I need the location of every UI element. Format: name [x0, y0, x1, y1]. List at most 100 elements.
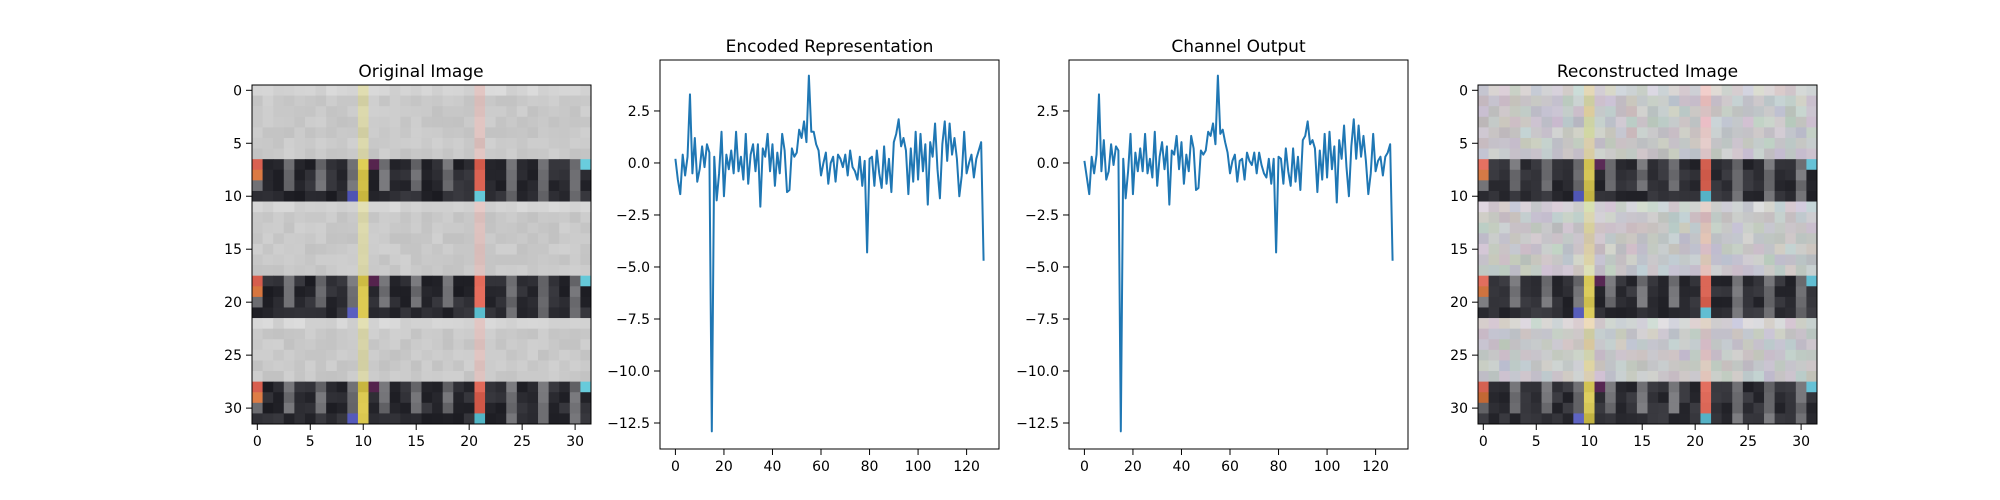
reconstructed-image-pixel	[1658, 233, 1670, 245]
original-image-pixel	[548, 148, 560, 160]
original-image-pixel	[538, 243, 550, 255]
reconstructed-image-pixel	[1573, 402, 1585, 414]
original-image-pixel	[495, 243, 507, 255]
reconstructed-image-pixel	[1615, 318, 1627, 330]
original-image-pixel	[273, 243, 285, 255]
original-image-pixel	[347, 328, 359, 340]
original-image-pixel	[474, 318, 486, 330]
original-image-pixel	[252, 286, 263, 298]
original-image-pixel	[495, 148, 507, 160]
original-image-pixel	[347, 402, 359, 414]
reconstructed-image-pixel	[1795, 116, 1807, 128]
original-image-pixel	[273, 190, 285, 202]
original-image-pixel	[357, 233, 369, 245]
reconstructed-image-pixel	[1636, 137, 1648, 149]
reconstructed-image-pixel	[1711, 127, 1723, 139]
original-image-pixel	[495, 328, 507, 340]
reconstructed-image-pixel	[1573, 169, 1585, 181]
reconstructed-image-pixel	[1509, 360, 1521, 372]
reconstructed-image-pixel	[1541, 286, 1553, 298]
original-image-pixel	[379, 339, 391, 351]
reconstructed-image-pixel	[1795, 402, 1807, 414]
reconstructed-image-pixel	[1764, 275, 1776, 287]
original-image-pixel	[527, 349, 539, 361]
original-image-pixel	[273, 328, 285, 340]
reconstructed-image-pixel	[1785, 243, 1797, 255]
original-image-pixel	[495, 85, 507, 96]
reconstructed-image-pixel	[1753, 95, 1765, 107]
original-image-pixel	[315, 275, 327, 287]
reconstructed-image-pixel	[1795, 296, 1807, 308]
original-image-pixel	[347, 106, 359, 118]
reconstructed-image-pixel	[1573, 106, 1585, 118]
reconstructed-image-pixel	[1573, 201, 1585, 213]
original-image-pixel	[252, 95, 263, 107]
original-image-pixel	[336, 254, 348, 266]
original-image-pixel	[506, 243, 518, 255]
original-image-pixel	[336, 307, 348, 319]
reconstructed-image-pixel	[1658, 349, 1670, 361]
reconstructed-image-pixel	[1721, 381, 1733, 393]
original-image-pixel	[569, 286, 581, 298]
original-image-pixel	[559, 180, 571, 192]
original-image-pixel	[432, 85, 444, 96]
original-image-pixel	[304, 318, 316, 330]
reconstructed-image-pixel	[1636, 349, 1648, 361]
original-image-pixel	[580, 180, 592, 192]
reconstructed-image-pixel	[1658, 116, 1670, 128]
original-image-pixel	[516, 318, 528, 330]
original-image-pixel	[474, 222, 486, 234]
reconstructed-image-pixel	[1732, 222, 1744, 234]
reconstructed-image-pixel	[1615, 286, 1627, 298]
reconstructed-image-pixel	[1647, 307, 1659, 319]
reconstructed-image-pixel	[1488, 243, 1500, 255]
reconstructed-image-pixel	[1700, 201, 1712, 213]
reconstructed-image-pixel	[1530, 392, 1542, 404]
original-image-pixel	[580, 392, 592, 404]
original-image-pixel	[538, 307, 550, 319]
reconstructed-image-pixel	[1583, 286, 1595, 298]
reconstructed-image-pixel	[1700, 85, 1712, 96]
reconstructed-image-pixel	[1742, 307, 1754, 319]
reconstructed-image-pixel	[1721, 233, 1733, 245]
reconstructed-image-pixel	[1488, 180, 1500, 192]
reconstructed-image-pixel	[1552, 222, 1564, 234]
reconstructed-image-pixel	[1658, 265, 1670, 277]
reconstructed-image-pixel	[1774, 392, 1786, 404]
reconstructed-image-pixel	[1594, 127, 1606, 139]
original-image-pixel	[495, 159, 507, 171]
reconstructed-image-pixel	[1530, 360, 1542, 372]
original-image-pixel	[347, 254, 359, 266]
reconstructed-image-pixel	[1753, 137, 1765, 149]
reconstructed-image-pixel	[1795, 371, 1807, 383]
original-image-pixel	[474, 169, 486, 181]
reconstructed-image-pixel	[1679, 339, 1691, 351]
original-image-pixel	[368, 265, 380, 277]
reconstructed-image-pixel	[1711, 233, 1723, 245]
reconstructed-image-pixel	[1806, 233, 1818, 245]
original-image-pixel	[283, 116, 295, 128]
reconstructed-image-pixel	[1626, 116, 1638, 128]
reconstructed-image-pixel	[1562, 222, 1574, 234]
original-image-pixel	[580, 243, 592, 255]
reconstructed-image-pixel	[1774, 243, 1786, 255]
original-image-pixel	[304, 402, 316, 414]
reconstructed-image-pixel	[1711, 371, 1723, 383]
original-image-pixel	[410, 180, 422, 192]
original-image-pixel	[432, 106, 444, 118]
reconstructed-image-pixel	[1647, 106, 1659, 118]
reconstructed-image-pixel	[1711, 148, 1723, 160]
reconstructed-image-pixel	[1806, 381, 1818, 393]
original-image-pixel	[283, 349, 295, 361]
reconstructed-image-pixel	[1520, 180, 1532, 192]
reconstructed-image-pixel	[1732, 381, 1744, 393]
original-image-pixel	[326, 402, 338, 414]
original-image-pixel	[315, 296, 327, 308]
original-image-pixel	[379, 360, 391, 372]
reconstructed-image-pixel	[1647, 148, 1659, 160]
reconstructed-image-pixel	[1774, 85, 1786, 96]
original-image-pixel	[453, 85, 465, 96]
reconstructed-image-pixel	[1605, 233, 1617, 245]
original-image-pixel	[442, 349, 454, 361]
original-image-pixel	[495, 360, 507, 372]
